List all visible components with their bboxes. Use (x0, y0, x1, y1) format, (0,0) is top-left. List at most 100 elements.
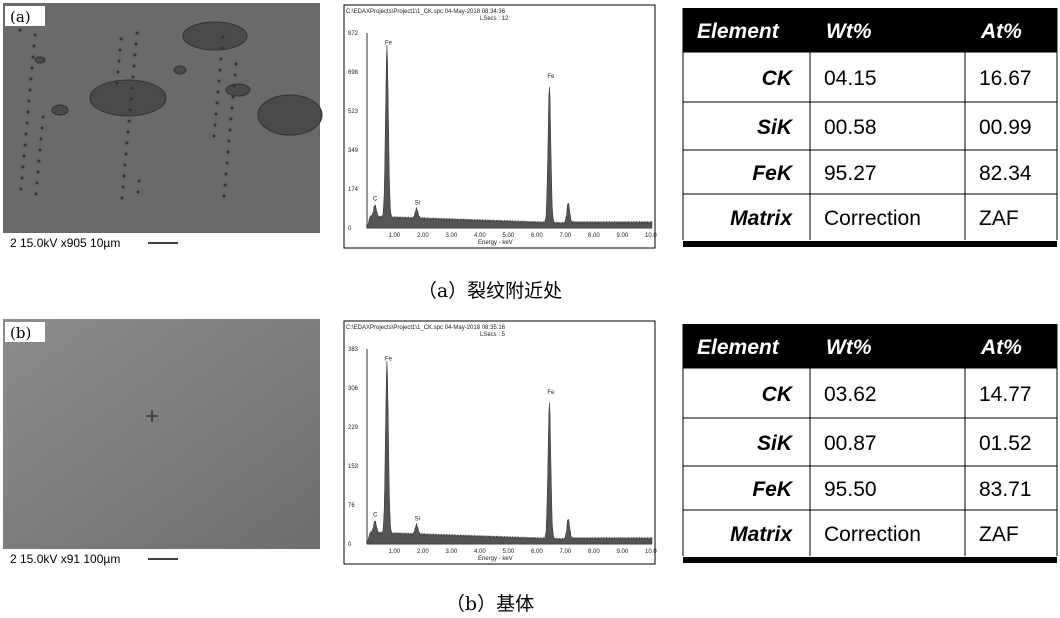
sem-pore (131, 87, 134, 90)
table-cell: 01.52 (979, 432, 1032, 455)
caption: （a）裂纹附近处 (418, 280, 562, 302)
sem-pore (30, 78, 33, 81)
table-cell: 04.15 (824, 67, 877, 90)
table-cell: 95.50 (824, 478, 877, 501)
sem-pore (121, 197, 124, 200)
x-tick-label: 8.00 (588, 233, 600, 239)
sem-pore (41, 127, 44, 130)
sem-particle (52, 105, 68, 115)
x-tick-label: 8.00 (588, 549, 600, 555)
sem-pore (25, 133, 28, 136)
table-cell: FeK (752, 162, 794, 185)
x-tick-label: 3.00 (446, 233, 458, 239)
sem-pore (19, 29, 22, 32)
sem-pore (136, 32, 139, 35)
x-tick-label: 2.00 (417, 233, 429, 239)
spectrum-lsecs: LSecs : 5 (480, 332, 506, 338)
sem-pore (138, 180, 141, 183)
sem-particle (90, 80, 166, 116)
sem-pore (123, 175, 126, 178)
sem-pore (220, 58, 223, 61)
table-header-cell: At% (980, 336, 1022, 359)
x-tick-label: 7.00 (560, 549, 572, 555)
sem-pore (34, 34, 37, 37)
x-axis-title: Energy - keV (478, 556, 513, 562)
sem-image: 2 15.0kV x91 100µm(b) (3, 319, 320, 567)
sem-pore (118, 60, 121, 63)
sem-pore (127, 131, 130, 134)
sem-pore (125, 153, 128, 156)
table-cell: 95.27 (824, 162, 877, 185)
y-tick-label: 872 (348, 31, 359, 37)
sem-pore (20, 188, 23, 191)
y-tick-label: 76 (348, 503, 355, 509)
sem-pore (137, 191, 140, 194)
y-tick-label: 229 (348, 425, 359, 431)
sem-pore (216, 102, 219, 105)
x-axis-title: Energy - keV (478, 240, 513, 246)
sem-pore (134, 54, 137, 57)
sem-label: (a) (10, 8, 31, 26)
sem-pore (40, 138, 43, 141)
table-cell: Matrix (730, 207, 793, 230)
table-cell: 00.58 (824, 116, 877, 139)
sem-pore (122, 186, 125, 189)
y-tick-label: 174 (348, 187, 359, 193)
table-cell: FeK (752, 478, 794, 501)
x-tick-label: 4.00 (474, 233, 486, 239)
y-tick-label: 383 (348, 347, 359, 353)
sem-particle (183, 22, 247, 50)
sem-pore (126, 142, 129, 145)
sem-pore (232, 96, 235, 99)
sem-pore (215, 113, 218, 116)
peak-label: C (373, 197, 378, 203)
sem-pore (228, 140, 231, 143)
x-tick-label: 7.00 (560, 233, 572, 239)
table-header-cell: Element (697, 20, 780, 43)
x-tick-label: 6.00 (531, 233, 543, 239)
x-tick-label: 10.0 (645, 233, 657, 239)
sem-pore (28, 100, 31, 103)
x-tick-label: 6.00 (531, 549, 543, 555)
y-tick-label: 349 (348, 148, 359, 154)
sem-pore (217, 91, 220, 94)
peak-label: Si (415, 517, 420, 523)
sem-pore (32, 56, 35, 59)
sem-particle (174, 66, 186, 74)
table-cell: CK (762, 383, 794, 406)
peak-label: Fe (385, 357, 393, 363)
x-tick-label: 4.00 (474, 549, 486, 555)
table-bottom-rule (683, 557, 1057, 563)
sem-pore (234, 74, 237, 77)
spectrum-header: C:\EDAXProjects\Project1\1_CK.spc 04-May… (346, 9, 506, 15)
sem-pore (36, 182, 39, 185)
sem-pore (225, 173, 228, 176)
table-cell: Correction (824, 523, 921, 546)
table-header-cell: At% (980, 20, 1022, 43)
sem-pore (231, 107, 234, 110)
peak-label: Fe (385, 41, 393, 47)
sem-pore (222, 36, 225, 39)
sem-pore (38, 160, 41, 163)
sem-background (3, 319, 320, 549)
table-cell: 00.99 (979, 116, 1032, 139)
sem-pore (135, 43, 138, 46)
x-tick-label: 5.00 (503, 549, 515, 555)
figure: 2 15.0kV x905 10µm(a)C:\EDAXProjects\Pro… (0, 0, 1060, 618)
y-tick-label: 698 (348, 70, 359, 76)
sem-pore (229, 129, 232, 132)
table-cell: 82.34 (979, 162, 1032, 185)
sem-pore (223, 195, 226, 198)
table-cell: ZAF (979, 207, 1019, 230)
peak-label: Fe (547, 390, 555, 396)
sem-pore (21, 177, 24, 180)
y-tick-label: 306 (348, 386, 359, 392)
sem-pore (117, 71, 120, 74)
table-header-cell: Wt% (826, 20, 872, 43)
table-cell: 14.77 (979, 383, 1032, 406)
sem-pore (33, 45, 36, 48)
x-tick-label: 2.00 (417, 549, 429, 555)
sem-pore (22, 166, 25, 169)
x-tick-label: 1.00 (389, 549, 401, 555)
